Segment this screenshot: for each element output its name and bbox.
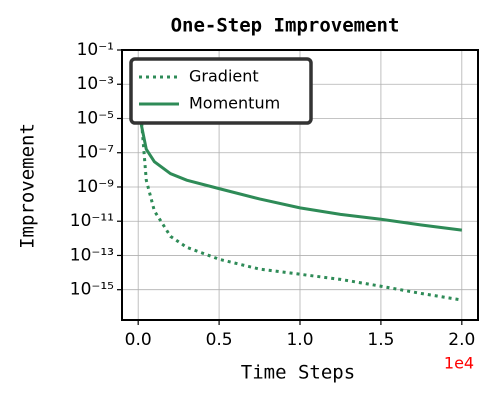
x-tick-label: 0.0 [125, 330, 152, 350]
x-tick-label: 0.5 [206, 330, 233, 350]
legend-label: Momentum [189, 94, 280, 113]
legend-label: Gradient [189, 67, 259, 86]
y-tick-label: 10⁻⁹ [77, 177, 115, 197]
legend-box [129, 57, 313, 125]
y-tick-label: 10⁻¹⁵ [70, 280, 114, 300]
y-tick-label: 10⁻¹¹ [70, 211, 114, 231]
x-offset-label: 1e4 [444, 354, 474, 373]
x-tick-label: 2.0 [448, 330, 475, 350]
x-tick-label: 1.5 [367, 330, 394, 350]
plot-frame [121, 49, 479, 321]
chart-title: One-Step Improvement [171, 15, 400, 37]
line-series [136, 60, 463, 232]
y-tick-label: 10⁻³ [77, 74, 114, 94]
x-tick-label: 1.0 [286, 330, 313, 350]
y-axis-label: Improvement [17, 123, 39, 249]
y-tick-label: 10⁻¹³ [70, 245, 114, 265]
y-tick-label: 10⁻⁵ [77, 108, 114, 128]
line-series [136, 60, 463, 302]
x-axis-label: Time Steps [241, 362, 355, 384]
y-tick-label: 10⁻¹ [77, 40, 114, 60]
y-tick-label: 10⁻⁷ [77, 143, 115, 163]
